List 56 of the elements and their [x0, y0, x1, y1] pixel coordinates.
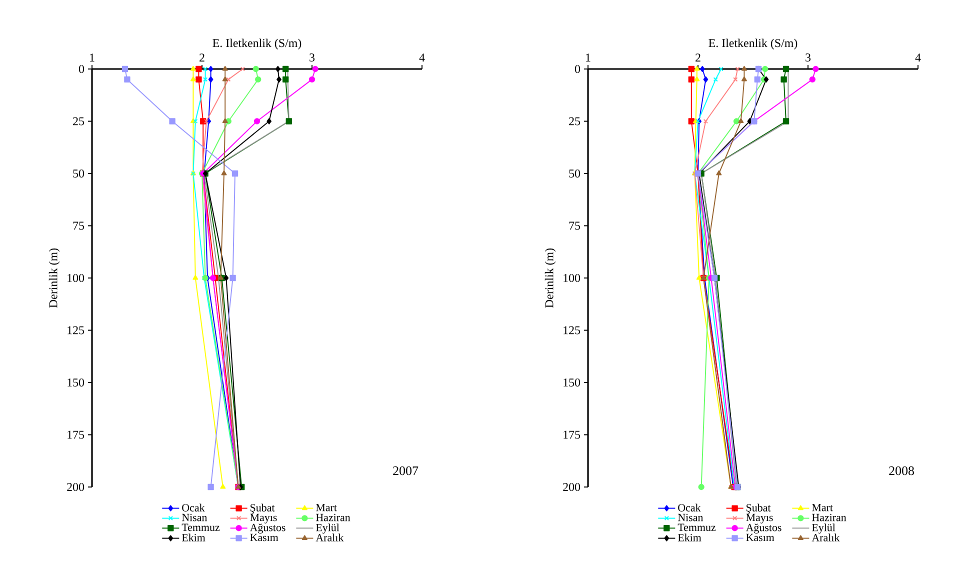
y-tick-label: 25 — [73, 117, 84, 126]
y-tick-label: 200 — [67, 482, 84, 492]
x-tick-label: 1 — [586, 54, 590, 62]
legend-label: Ocak — [182, 504, 205, 512]
legend-label: Mayıs — [746, 514, 773, 524]
legend-label: Mart — [316, 504, 337, 512]
y-tick-label: 100 — [564, 274, 580, 282]
legend-label: Nisan — [182, 514, 208, 522]
x-tick-label: 4 — [419, 54, 425, 62]
legend-label: Ocak — [678, 504, 701, 512]
y-tick-label: 150 — [68, 378, 84, 387]
y-tick-label: 0 — [78, 64, 84, 74]
x-axis-title: E. Iletkenlik (S/m) — [212, 38, 302, 50]
annotation: 2008 — [889, 466, 914, 476]
y-tick-label: 125 — [564, 326, 580, 334]
legend-label: Ağustos — [746, 524, 782, 534]
x-tick-label: 3 — [806, 53, 811, 62]
x-tick-label: 2 — [200, 54, 204, 62]
y-tick-label: 75 — [569, 222, 580, 230]
x-tick-label: 3 — [310, 53, 315, 62]
y-axis-title: Derinlik (m) — [48, 248, 60, 308]
y-tick-label: 125 — [68, 326, 84, 334]
legend-label: Mart — [812, 504, 833, 512]
y-tick-label: 0 — [574, 64, 580, 74]
annotation: 2007 — [393, 466, 418, 476]
legend-label: Nisan — [678, 514, 704, 522]
y-tick-label: 50 — [73, 169, 84, 178]
legend-label: Haziran — [316, 514, 350, 522]
legend-label: Temmuz — [678, 524, 716, 532]
legend-label: Aralık — [812, 534, 840, 542]
y-tick-label: 175 — [564, 430, 580, 439]
legend-label: Temmuz — [182, 524, 220, 532]
x-axis-title: E. Iletkenlik (S/m) — [708, 38, 798, 50]
legend-label: Ekim — [182, 534, 206, 542]
x-tick-label: 1 — [90, 54, 94, 62]
y-tick-label: 175 — [68, 430, 84, 439]
legend-label: Ağustos — [250, 524, 286, 534]
legend-label: Şubat — [250, 504, 275, 514]
legend-label: Eylül — [316, 524, 340, 534]
legend-label: Haziran — [812, 514, 846, 522]
y-axis-title: Derinlik (m) — [544, 248, 556, 308]
y-tick-label: 75 — [73, 222, 84, 230]
y-tick-label: 200 — [563, 482, 580, 492]
legend-label: Ekim — [678, 534, 702, 542]
legend-label: Kasım — [746, 534, 774, 542]
y-tick-label: 150 — [564, 378, 580, 387]
legend-label: Kasım — [250, 534, 278, 542]
y-tick-label: 50 — [569, 169, 580, 178]
x-tick-label: 4 — [915, 54, 921, 62]
legend-label: Mayıs — [250, 514, 277, 524]
y-tick-label: 100 — [68, 274, 84, 282]
legend-label: Şubat — [746, 504, 771, 514]
legend-label: Eylül — [812, 524, 836, 534]
x-tick-label: 2 — [696, 54, 700, 62]
legend-label: Aralık — [316, 534, 344, 542]
y-tick-label: 25 — [569, 117, 580, 126]
